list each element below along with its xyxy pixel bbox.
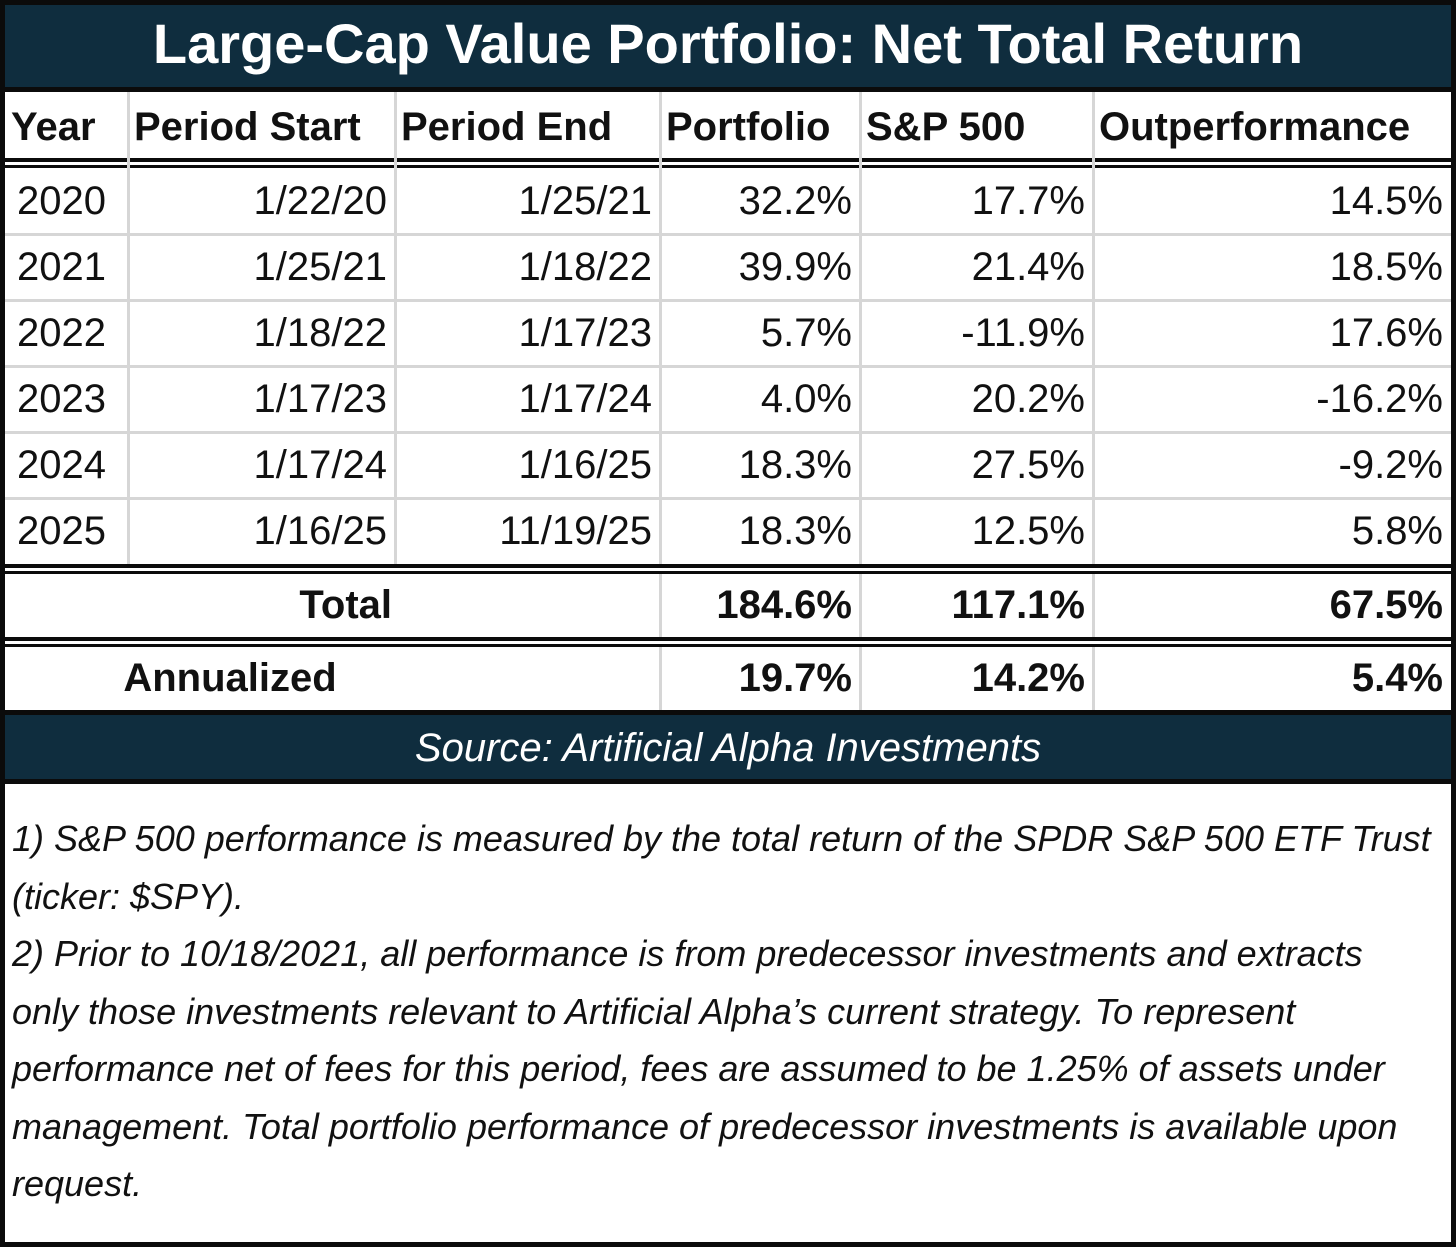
cell-sp500: 20.2% [971, 377, 1085, 421]
cell-start: 1/25/21 [253, 245, 387, 289]
column-divider [127, 92, 130, 564]
row-divider [5, 299, 1451, 302]
cell-outperformance: -9.2% [1338, 443, 1444, 487]
cell-start: 1/16/25 [253, 509, 387, 553]
annualized-row: Annualized 19.7% 14.2% 5.4% [5, 647, 1451, 710]
column-divider [659, 647, 662, 710]
returns-table: Year Period Start Period End Portfolio S&P 5… [5, 92, 1451, 710]
column-divider [659, 92, 662, 564]
cell-end: 1/17/24 [518, 377, 652, 421]
header-year: Year [11, 105, 96, 149]
source-bar [0, 710, 1456, 784]
table-row: 2024 1/17/24 1/16/25 18.3% 27.5% -9.2% [5, 432, 1451, 498]
total-sp500: 117.1% [951, 583, 1085, 627]
cell-year: 2023 [17, 377, 106, 421]
row-divider [5, 431, 1451, 434]
column-divider [1092, 92, 1095, 564]
cell-portfolio: 4.0% [760, 377, 852, 421]
annualized-divider [5, 637, 1451, 647]
cell-start: 1/22/20 [253, 179, 387, 223]
cell-sp500: 17.7% [971, 179, 1085, 223]
header-row: Year Period Start Period End Portfolio S&P 5… [5, 92, 1451, 158]
total-outperformance: 67.5% [1329, 583, 1443, 627]
column-divider [659, 574, 662, 637]
row-divider [5, 365, 1451, 368]
annualized-label: Annualized [123, 656, 337, 700]
cell-portfolio: 32.2% [738, 179, 852, 223]
cell-start: 1/17/24 [253, 443, 387, 487]
total-divider [5, 564, 1451, 574]
column-divider [859, 574, 862, 637]
header-divider [5, 158, 1451, 168]
column-divider [859, 647, 862, 710]
cell-year: 2024 [17, 443, 106, 487]
header-portfolio: Portfolio [666, 105, 831, 149]
column-divider [394, 92, 397, 564]
cell-end: 1/16/25 [518, 443, 652, 487]
cell-sp500: 27.5% [971, 443, 1085, 487]
total-label: Total [299, 583, 392, 627]
cell-end: 1/18/22 [518, 245, 652, 289]
total-row: Total 184.6% 117.1% 67.5% [5, 574, 1451, 637]
cell-outperformance: 14.5% [1329, 179, 1443, 223]
cell-portfolio: 18.3% [738, 509, 852, 553]
column-divider [859, 92, 862, 564]
total-portfolio: 184.6% [716, 583, 852, 627]
cell-portfolio: 18.3% [738, 443, 852, 487]
source-label: Source: Artificial Alpha Investments [414, 726, 1042, 770]
cell-year: 2025 [17, 509, 106, 553]
cell-sp500: 21.4% [971, 245, 1085, 289]
annualized-outperformance: 5.4% [1351, 656, 1443, 700]
cell-sp500: -11.9% [961, 311, 1085, 355]
row-divider [5, 233, 1451, 236]
table-row: 2023 1/17/23 1/17/24 4.0% 20.2% -16.2% [5, 366, 1451, 432]
footnote-2: 2) Prior to 10/18/2021, all performance … [12, 933, 1398, 1204]
column-divider [1092, 647, 1095, 710]
footnote-1: 1) S&P 500 performance is measured by th… [12, 818, 1431, 917]
cell-sp500: 12.5% [971, 509, 1085, 553]
cell-start: 1/18/22 [253, 311, 387, 355]
table-row: 2022 1/18/22 1/17/23 5.7% -11.9% 17.6% [5, 300, 1451, 366]
column-divider [1092, 574, 1095, 637]
footnotes: 1) S&P 500 performance is measured by th… [12, 810, 1432, 1213]
table-row: 2025 1/16/25 11/19/25 18.3% 12.5% 5.8% [5, 498, 1451, 564]
cell-year: 2022 [17, 311, 106, 355]
header-sp500: S&P 500 [866, 105, 1026, 149]
annualized-portfolio: 19.7% [738, 656, 852, 700]
header-period-end: Period End [401, 105, 613, 149]
cell-portfolio: 39.9% [738, 245, 852, 289]
cell-end: 11/19/25 [499, 509, 652, 553]
cell-outperformance: 17.6% [1329, 311, 1443, 355]
cell-outperformance: 5.8% [1351, 509, 1443, 553]
cell-end: 1/17/23 [518, 311, 652, 355]
cell-year: 2020 [17, 179, 106, 223]
header-period-start: Period Start [134, 105, 361, 149]
cell-start: 1/17/23 [253, 377, 387, 421]
cell-end: 1/25/21 [518, 179, 652, 223]
cell-outperformance: 18.5% [1329, 245, 1443, 289]
row-divider [5, 497, 1451, 500]
annualized-sp500: 14.2% [971, 656, 1085, 700]
table-title: Large-Cap Value Portfolio: Net Total Ret… [152, 12, 1304, 75]
title-bar [0, 0, 1456, 92]
cell-year: 2021 [17, 245, 106, 289]
cell-outperformance: -16.2% [1316, 377, 1443, 421]
table-row: 2020 1/22/20 1/25/21 32.2% 17.7% 14.5% [5, 168, 1451, 234]
table-row: 2021 1/25/21 1/18/22 39.9% 21.4% 18.5% [5, 234, 1451, 300]
cell-portfolio: 5.7% [760, 311, 852, 355]
header-outperformance: Outperformance [1099, 105, 1411, 149]
